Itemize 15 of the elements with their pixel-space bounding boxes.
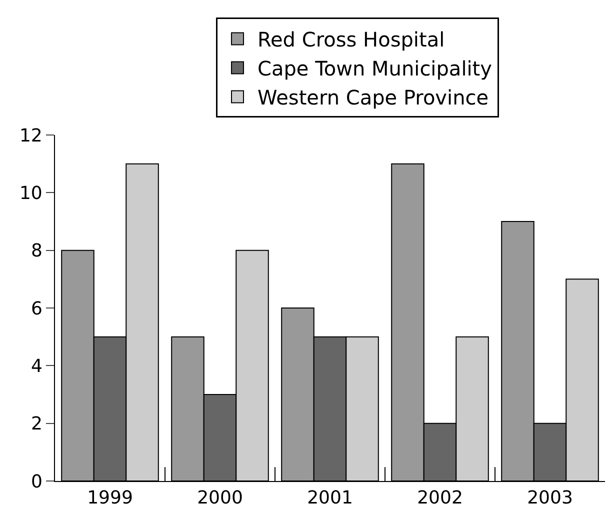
legend-label: Western Cape Province (258, 86, 489, 110)
x-tick-label: 2002 (417, 488, 463, 509)
y-tick-label: 6 (30, 298, 42, 320)
x-tick-label: 2001 (307, 488, 353, 509)
y-tick-label: 2 (30, 414, 42, 435)
x-tick-label: 2003 (527, 488, 573, 509)
x-tick-label: 2000 (197, 488, 243, 509)
x-tick-label: 1999 (87, 488, 133, 509)
y-tick-label: 8 (30, 240, 42, 262)
y-tick-label: 4 (30, 356, 42, 377)
legend-label: Cape Town Municipality (258, 56, 492, 80)
y-tick-label: 0 (30, 471, 42, 492)
y-tick-label: 12 (19, 125, 42, 146)
legend-label: Red Cross Hospital (258, 28, 445, 52)
y-tick-label: 10 (19, 182, 42, 204)
